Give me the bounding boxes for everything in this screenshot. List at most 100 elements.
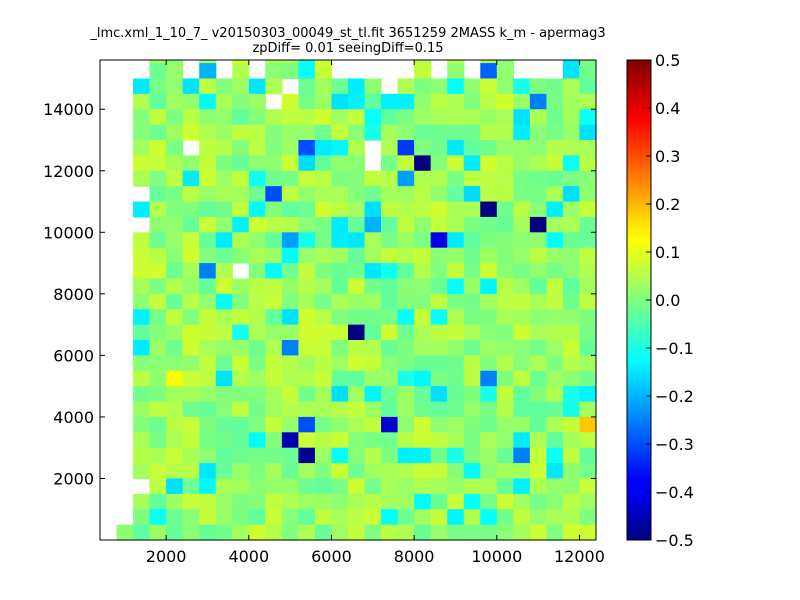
heatmap-cell [496,447,514,464]
heatmap-cell [298,155,316,172]
heatmap-cell [232,109,250,126]
heatmap-cell [513,232,531,249]
heatmap-cell [133,401,151,418]
heatmap-cell [232,278,250,295]
heatmap-cell [248,478,266,495]
heatmap-cell [149,63,167,80]
heatmap-cell [447,324,465,341]
heatmap-cell [215,524,233,541]
heatmap-cell [447,247,465,264]
heatmap-cell [215,340,233,356]
heatmap-cell [562,278,581,295]
heatmap-cell [133,447,151,464]
heatmap-cell [546,216,564,233]
heatmap-cell [166,386,184,403]
heatmap-cell [381,509,399,526]
heatmap-cell [397,232,415,249]
heatmap-cell [381,478,399,495]
heatmap-cell [480,124,498,141]
heatmap-cell [562,63,581,80]
heatmap-cell [215,140,233,156]
x-tick-label: 6000 [311,547,352,566]
heatmap-cell [281,355,299,372]
heatmap-cell [348,263,366,280]
heatmap-cell [298,60,316,64]
heatmap-cell [348,355,366,372]
heatmap-cell [364,216,382,233]
heatmap-cell [215,355,233,372]
heatmap-cell [496,524,514,541]
heatmap-cell [232,386,250,403]
y-axis: 2000 4000 6000 8000 10000 12000 14000 [43,100,596,488]
heatmap-cell [546,509,564,526]
heatmap-cell [529,93,547,110]
heatmap-cell [397,309,415,326]
heatmap-cell [265,263,283,280]
heatmap-cell [397,432,415,449]
heatmap-cell [529,447,547,464]
heatmap-cell [513,324,531,341]
heatmap-cell [381,432,399,449]
heatmap-cell [480,93,498,110]
heatmap-cell [381,186,399,203]
heatmap-cell [579,432,596,449]
heatmap-cell [199,247,217,264]
heatmap-cell [166,463,184,480]
heatmap-cell [348,370,366,387]
heatmap-cell [199,109,217,126]
heatmap-cell [364,278,382,295]
heatmap-cell [314,509,333,526]
heatmap-cell [149,524,167,541]
heatmap-cell [447,201,465,218]
heatmap-cell [248,309,266,326]
heatmap-cell [314,293,333,310]
heatmap-cell [463,524,481,541]
heatmap-cell [381,524,399,541]
y-tick-label: 2000 [53,469,94,488]
heatmap-cell [546,293,564,310]
heatmap-cell [529,340,547,356]
heatmap-cell [430,493,448,510]
heatmap-cell [133,432,151,449]
heatmap-cell [496,340,514,356]
heatmap-cell [232,186,250,203]
heatmap-cell [331,140,349,156]
heatmap-cell [496,263,514,280]
heatmap-cell [182,509,200,526]
heatmap-cell [298,355,316,372]
heatmap-cell [232,509,250,526]
heatmap-cell [579,401,596,418]
heatmap-cell [166,509,184,526]
heatmap-cell [232,60,250,64]
heatmap-cell [331,401,349,418]
heatmap-cell [215,478,233,495]
heatmap-cell [364,124,382,141]
heatmap-cell [496,370,514,387]
heatmap-cell [529,140,547,156]
heatmap-cell [463,140,481,156]
heatmap-cell [496,509,514,526]
heatmap-cell [579,155,596,172]
heatmap-cell [215,186,233,203]
heatmap-cell [513,493,531,510]
heatmap-cell [166,109,184,126]
heatmap-cell [381,463,399,480]
heatmap-cell [166,124,184,141]
heatmap-cell [281,155,299,172]
heatmap-cell [199,124,217,141]
heatmap-cell [529,309,547,326]
heatmap-cell [414,93,432,110]
heatmap-cell [232,493,250,510]
heatmap-cell [496,232,514,249]
heatmap-cell [298,263,316,280]
colorbar-tick-label: −0.5 [655,531,694,550]
heatmap-cell [562,432,581,449]
heatmap-cell [381,232,399,249]
heatmap-cell [463,155,481,172]
heatmap-cell [182,78,200,95]
heatmap-cell [166,355,184,372]
heatmap-cell [348,340,366,356]
heatmap-cell [314,401,333,418]
heatmap-cell [562,247,581,264]
heatmap-cell [546,324,564,341]
